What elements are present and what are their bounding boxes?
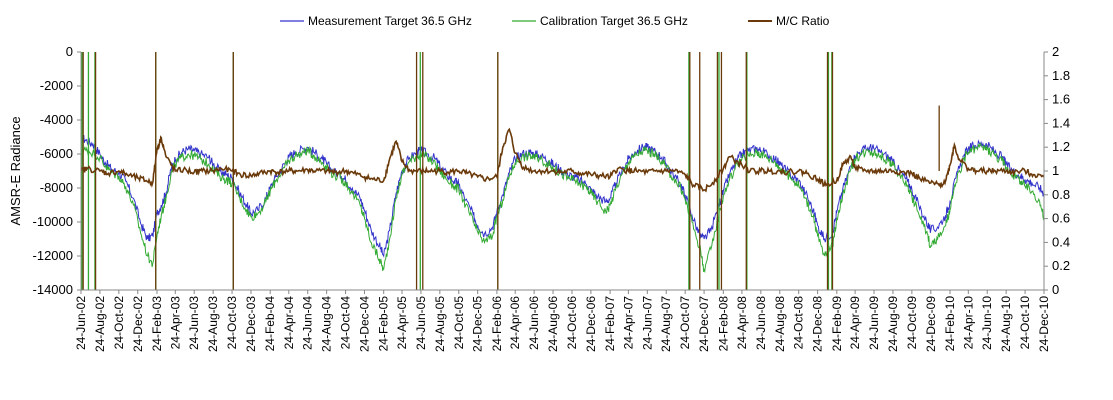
x-tick-label: 24-Dec-09 bbox=[924, 296, 938, 352]
x-tick-label: 24-Aug-09 bbox=[886, 296, 900, 352]
x-tick-label: 24-Jun-08 bbox=[754, 296, 768, 350]
x-tick-label: 24-Dec-08 bbox=[811, 296, 825, 352]
y-tick-label: -2000 bbox=[40, 78, 73, 93]
x-tick-label: 24-Feb-05 bbox=[377, 296, 391, 352]
legend-label: Measurement Target 36.5 GHz bbox=[308, 14, 472, 28]
y-tick-label: -6000 bbox=[40, 146, 73, 161]
legend-label: Calibration Target 36.5 GHz bbox=[540, 14, 688, 28]
x-tick-label: 24-Oct-02 bbox=[112, 296, 126, 350]
x-tick-label: 24-Jun-04 bbox=[301, 296, 315, 350]
x-tick-label: 24-Feb-06 bbox=[490, 296, 504, 352]
x-tick-label: 24-Feb-03 bbox=[150, 296, 164, 352]
x-tick-label: 24-Oct-06 bbox=[565, 296, 579, 350]
x-tick-label: 24-Aug-07 bbox=[659, 296, 673, 352]
x-tick-label: 24-Feb-09 bbox=[830, 296, 844, 352]
x-tick-label: 24-Jun-05 bbox=[414, 296, 428, 350]
x-tick-label: 24-Aug-04 bbox=[320, 296, 334, 352]
x-tick-label: 24-Oct-07 bbox=[678, 296, 692, 350]
y-tick-label: -12000 bbox=[33, 248, 73, 263]
y-tick-label: -4000 bbox=[40, 112, 73, 127]
x-tick-label: 24-Dec-06 bbox=[584, 296, 598, 352]
x-tick-label: 24-Apr-06 bbox=[508, 296, 522, 350]
x-tick-label: 24-Aug-03 bbox=[206, 296, 220, 352]
y-tick-label: -10000 bbox=[33, 214, 73, 229]
x-tick-label: 24-Aug-06 bbox=[546, 296, 560, 352]
x-tick-label: 24-Oct-08 bbox=[792, 296, 806, 350]
y-right-tick-label: 2 bbox=[1052, 44, 1059, 59]
x-tick-label: 24-Apr-04 bbox=[282, 296, 296, 350]
x-tick-label: 24-Oct-04 bbox=[339, 296, 353, 350]
x-axis: 24-Jun-02 24-Aug-02 24-Oct-02 24-Dec-02 24-F… bbox=[74, 290, 1051, 352]
x-tick-label: 24-Dec-10 bbox=[1037, 296, 1051, 352]
x-tick-label: 24-Jun-07 bbox=[640, 296, 654, 350]
y-right-tick-label: 1.4 bbox=[1052, 115, 1070, 130]
x-tick-label: 24-Oct-10 bbox=[1018, 296, 1032, 350]
y-right-tick-label: 1.6 bbox=[1052, 92, 1070, 107]
y-right-tick-label: 0.4 bbox=[1052, 234, 1070, 249]
x-tick-label: 24-Feb-10 bbox=[943, 296, 957, 352]
x-tick-label: 24-Oct-03 bbox=[225, 296, 239, 350]
y-right-tick-label: 0.2 bbox=[1052, 258, 1070, 273]
x-tick-label: 24-Jun-02 bbox=[74, 296, 88, 350]
x-tick-label: 24-Aug-10 bbox=[999, 296, 1013, 352]
x-tick-label: 24-Jun-06 bbox=[527, 296, 541, 350]
x-tick-label: 24-Oct-05 bbox=[452, 296, 466, 350]
x-tick-label: 24-Apr-08 bbox=[735, 296, 749, 350]
y-tick-label: -14000 bbox=[33, 282, 73, 297]
y-right-tick-label: 0 bbox=[1052, 282, 1059, 297]
y-right-tick-label: 1 bbox=[1052, 163, 1059, 178]
series-line-2 bbox=[81, 142, 1044, 274]
x-tick-label: 24-Feb-04 bbox=[263, 296, 277, 352]
y-right-tick-label: 1.8 bbox=[1052, 68, 1070, 83]
x-tick-label: 24-Dec-07 bbox=[697, 296, 711, 352]
y-right-tick-label: 1.2 bbox=[1052, 139, 1070, 154]
legend: Measurement Target 36.5 GHz Calibration T… bbox=[280, 14, 830, 28]
x-tick-label: 24-Apr-07 bbox=[621, 296, 635, 350]
x-tick-label: 24-Jun-09 bbox=[867, 296, 881, 350]
x-tick-label: 24-Dec-05 bbox=[471, 296, 485, 352]
x-tick-label: 24-Aug-05 bbox=[433, 296, 447, 352]
series-line-1 bbox=[81, 133, 1044, 258]
x-tick-label: 24-Oct-09 bbox=[905, 296, 919, 350]
x-tick-label: 24-Dec-03 bbox=[244, 296, 258, 352]
x-tick-label: 24-Jun-03 bbox=[187, 296, 201, 350]
left-y-axis: 0 -2000 -4000 -6000 -8000 -10000 -12000 -14000 bbox=[33, 44, 81, 297]
plot-area bbox=[81, 52, 1044, 290]
y-axis-title: AMSR-E Radiance bbox=[8, 116, 23, 225]
x-tick-label: 24-Dec-04 bbox=[357, 296, 371, 352]
x-tick-label: 24-Aug-08 bbox=[773, 296, 787, 352]
y-tick-label: -8000 bbox=[40, 180, 73, 195]
x-tick-label: 24-Feb-08 bbox=[716, 296, 730, 352]
x-tick-label: 24-Apr-03 bbox=[168, 296, 182, 350]
x-tick-label: 24-Apr-09 bbox=[848, 296, 862, 350]
y-tick-label: 0 bbox=[66, 44, 73, 59]
x-tick-label: 24-Aug-02 bbox=[93, 296, 107, 352]
legend-label: M/C Ratio bbox=[776, 14, 830, 28]
y-right-tick-label: 0.8 bbox=[1052, 187, 1070, 202]
x-tick-label: 24-Apr-10 bbox=[961, 296, 975, 350]
x-tick-label: 24-Apr-05 bbox=[395, 296, 409, 350]
y-right-tick-label: 0.6 bbox=[1052, 211, 1070, 226]
x-tick-label: 24-Jun-10 bbox=[980, 296, 994, 350]
x-tick-label: 24-Feb-07 bbox=[603, 296, 617, 352]
x-tick-label: 24-Dec-02 bbox=[131, 296, 145, 352]
right-y-axis: 2 1.8 1.6 1.4 1.2 1 0.8 0.6 0.4 0.2 0 bbox=[1044, 44, 1070, 297]
